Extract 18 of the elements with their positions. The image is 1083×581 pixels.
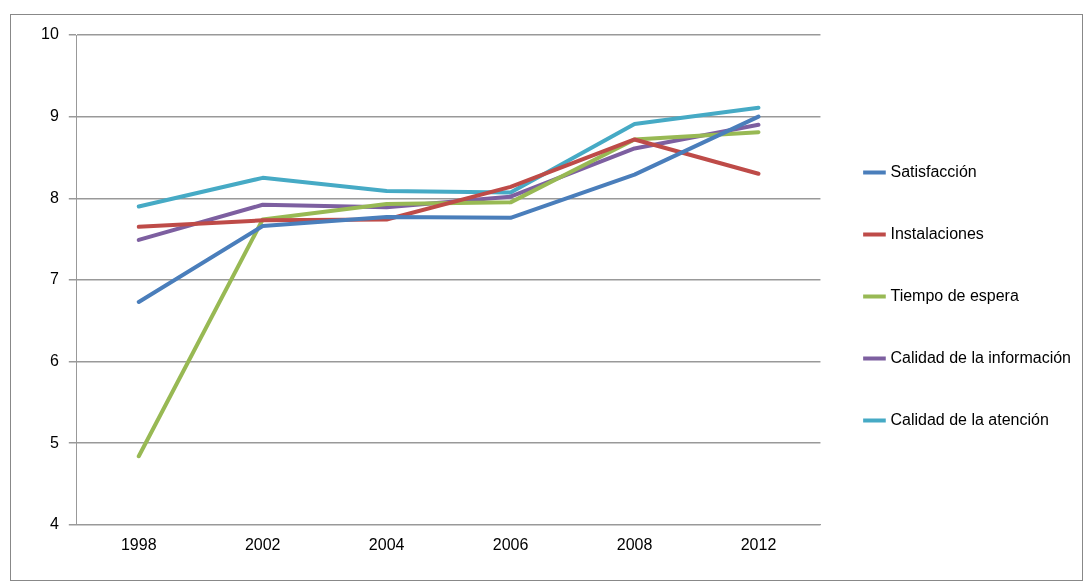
y-tick-label: 8 bbox=[49, 188, 59, 206]
y-tick-label: 4 bbox=[49, 515, 59, 533]
x-tick-label: 2002 bbox=[244, 535, 281, 553]
y-tick-label: 10 bbox=[41, 25, 59, 43]
y-tick-label: 7 bbox=[49, 270, 59, 288]
y-tick-label: 6 bbox=[49, 351, 59, 369]
legend-label: Calidad de la atención bbox=[890, 410, 1049, 428]
y-tick-label: 5 bbox=[49, 433, 59, 451]
legend-label: Instalaciones bbox=[890, 224, 984, 242]
x-tick-label: 1998 bbox=[120, 535, 157, 553]
y-tick-label: 9 bbox=[49, 107, 59, 125]
legend-label: Satisfacción bbox=[890, 162, 977, 180]
legend-label: Tiempo de espera bbox=[890, 286, 1019, 304]
x-tick-label: 2004 bbox=[368, 535, 405, 553]
x-tick-label: 2006 bbox=[492, 535, 529, 553]
legend-label: Calidad de la información bbox=[890, 348, 1071, 366]
x-tick-label: 2012 bbox=[740, 535, 777, 553]
x-tick-label: 2008 bbox=[616, 535, 653, 553]
